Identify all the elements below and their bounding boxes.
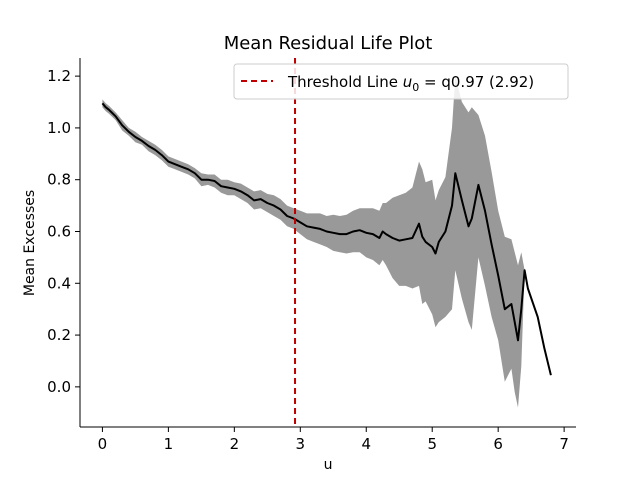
legend-threshold-label: Threshold Line u0 = q0.97 (2.92) bbox=[287, 73, 534, 94]
x-tick-label: 4 bbox=[361, 435, 371, 453]
y-tick-label: 0.2 bbox=[47, 326, 71, 344]
y-tick-label: 1.0 bbox=[47, 119, 71, 137]
y-tick-label: 0.6 bbox=[47, 222, 71, 240]
x-tick-label: 1 bbox=[164, 435, 174, 453]
y-axis-ticks: 0.0 0.2 0.4 0.6 0.8 1.0 1.2 bbox=[47, 67, 80, 396]
y-tick-label: 1.2 bbox=[47, 67, 71, 85]
x-tick-label: 5 bbox=[427, 435, 437, 453]
y-tick-label: 0.8 bbox=[47, 171, 71, 189]
y-tick-label: 0.4 bbox=[47, 274, 71, 292]
x-tick-label: 3 bbox=[296, 435, 306, 453]
y-tick-label: 0.0 bbox=[47, 378, 71, 396]
legend-frame bbox=[233, 63, 569, 100]
plot-area bbox=[101, 58, 552, 427]
x-tick-label: 6 bbox=[493, 435, 503, 453]
mean-excess-line bbox=[101, 102, 552, 376]
x-axis-label: u bbox=[324, 457, 333, 473]
confidence-band bbox=[102, 76, 551, 408]
legend: Threshold Line u0 = q0.97 (2.92) bbox=[233, 63, 569, 100]
x-tick-label: 7 bbox=[559, 435, 569, 453]
y-axis-label: Mean Excesses bbox=[22, 190, 38, 296]
x-axis-ticks: 0 1 2 3 4 5 6 7 bbox=[98, 427, 569, 453]
chart-title: Mean Residual Life Plot bbox=[224, 33, 433, 54]
x-tick-label: 2 bbox=[230, 435, 240, 453]
x-tick-label: 0 bbox=[98, 435, 108, 453]
